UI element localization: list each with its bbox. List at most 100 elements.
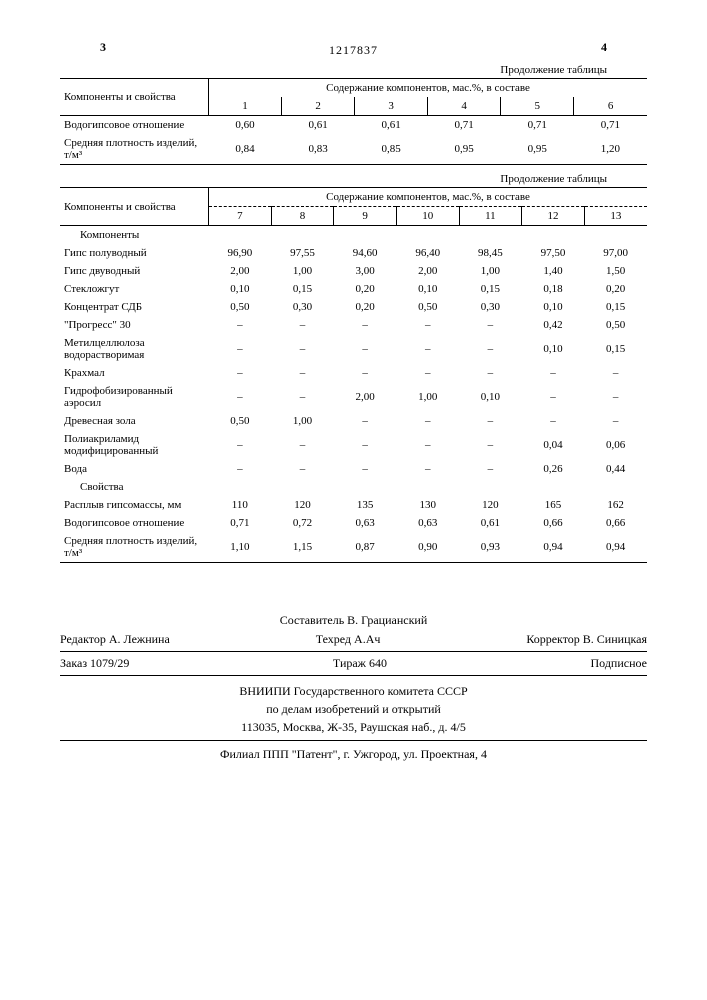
cell: 165 — [522, 496, 585, 514]
cell: 0,61 — [282, 116, 355, 135]
cell: 1,40 — [522, 262, 585, 280]
cell: 0,94 — [584, 532, 647, 563]
cell: 0,60 — [209, 116, 282, 135]
cell: 1,15 — [271, 532, 334, 563]
col-num: 4 — [428, 97, 501, 116]
cell: 0,50 — [209, 298, 272, 316]
row-label: Гипс полуводный — [60, 244, 209, 262]
col-num: 5 — [501, 97, 574, 116]
cell: – — [459, 316, 522, 334]
colophon: Составитель В. Грацианский Редактор А. Л… — [60, 613, 647, 763]
cell: 1,00 — [271, 262, 334, 280]
cell: – — [271, 364, 334, 382]
row-label: Древесная зола — [60, 412, 209, 430]
patent-number: 1217837 — [60, 43, 647, 58]
page-left: 3 — [100, 40, 106, 55]
cell: 97,55 — [271, 244, 334, 262]
cell: 0,26 — [522, 460, 585, 478]
cell: 0,30 — [271, 298, 334, 316]
cell: 0,72 — [271, 514, 334, 532]
cell: – — [209, 430, 272, 460]
cell: 2,00 — [209, 262, 272, 280]
colo-line3: 113035, Москва, Ж-35, Раушская наб., д. … — [60, 718, 647, 741]
cell: 97,00 — [584, 244, 647, 262]
col-num: 7 — [209, 207, 272, 226]
cell: – — [459, 430, 522, 460]
col-num: 9 — [334, 207, 397, 226]
cell: 0,15 — [459, 280, 522, 298]
row-label: Стекложгут — [60, 280, 209, 298]
cell: 0,95 — [501, 134, 574, 165]
cell: – — [584, 412, 647, 430]
cell: 0,66 — [584, 514, 647, 532]
cell: – — [334, 460, 397, 478]
cell: 3,00 — [334, 262, 397, 280]
cell: 0,10 — [522, 298, 585, 316]
cell: – — [271, 430, 334, 460]
cell: 0,71 — [209, 514, 272, 532]
cell: 96,40 — [396, 244, 459, 262]
cell: – — [522, 412, 585, 430]
cell: 0,84 — [209, 134, 282, 165]
cell: – — [522, 382, 585, 412]
table-2: Компоненты и свойства Содержание компоне… — [60, 187, 647, 563]
row-label: Расплыв гипсо­массы, мм — [60, 496, 209, 514]
t1-header-left: Компоненты и свойства — [60, 79, 209, 116]
cell: 1,00 — [396, 382, 459, 412]
row-label: Метилцеллюлоза водорастворимая — [60, 334, 209, 364]
cell: – — [396, 412, 459, 430]
cell: 0,71 — [574, 116, 647, 135]
cell: 0,30 — [459, 298, 522, 316]
cell: – — [334, 412, 397, 430]
cell: 0,63 — [396, 514, 459, 532]
t2-section-components: Компоненты — [60, 226, 647, 245]
row-label: Концентрат СДБ — [60, 298, 209, 316]
cell: – — [209, 382, 272, 412]
cell: 0,93 — [459, 532, 522, 563]
cell: 0,20 — [334, 280, 397, 298]
cell: – — [459, 460, 522, 478]
cell: 0,15 — [584, 298, 647, 316]
cell: 0,10 — [459, 382, 522, 412]
cell: 0,50 — [209, 412, 272, 430]
cell: 0,18 — [522, 280, 585, 298]
cell: – — [271, 334, 334, 364]
cell: – — [334, 364, 397, 382]
cell: 1,00 — [459, 262, 522, 280]
cell: 0,95 — [428, 134, 501, 165]
cell: 130 — [396, 496, 459, 514]
cell: 135 — [334, 496, 397, 514]
cell: 0,50 — [584, 316, 647, 334]
cell: – — [522, 364, 585, 382]
cell: 0,66 — [522, 514, 585, 532]
editor: Редактор А. Лежнина — [60, 632, 170, 647]
cell: 0,85 — [355, 134, 428, 165]
cell: 0,20 — [584, 280, 647, 298]
cell: – — [584, 364, 647, 382]
cell: 0,10 — [396, 280, 459, 298]
cell: 120 — [271, 496, 334, 514]
cell: 98,45 — [459, 244, 522, 262]
cell: 97,50 — [522, 244, 585, 262]
cell: 120 — [459, 496, 522, 514]
corrector: Корректор В. Синицкая — [526, 632, 647, 647]
cell: 2,00 — [334, 382, 397, 412]
row-label: "Прогресс" 30 — [60, 316, 209, 334]
cell: 96,90 — [209, 244, 272, 262]
order: Заказ 1079/29 — [60, 656, 129, 671]
row-label: Полиакриламид модифицированный — [60, 430, 209, 460]
t2-section-properties: Свойства — [60, 478, 647, 496]
cell: – — [396, 334, 459, 364]
col-num: 12 — [522, 207, 585, 226]
row-label: Гидрофобизиро­ванный аэросил — [60, 382, 209, 412]
page-right: 4 — [601, 40, 607, 55]
colo-line4: Филиал ППП "Патент", г. Ужгород, ул. Про… — [60, 741, 647, 763]
cell: – — [584, 382, 647, 412]
col-num: 8 — [271, 207, 334, 226]
cell: 0,06 — [584, 430, 647, 460]
col-num: 3 — [355, 97, 428, 116]
cell: – — [396, 364, 459, 382]
cell: – — [271, 382, 334, 412]
colo-line1: ВНИИПИ Государственного комитета СССР — [60, 682, 647, 700]
col-num: 11 — [459, 207, 522, 226]
